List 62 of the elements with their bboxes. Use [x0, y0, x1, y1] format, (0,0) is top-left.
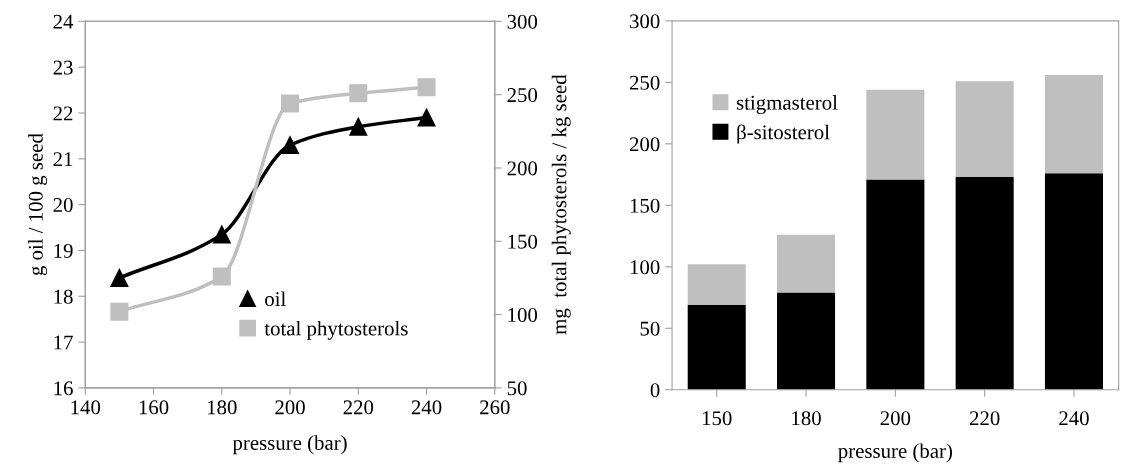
y-tick-label: 17 — [54, 335, 73, 350]
y2-tick-label: 200 — [507, 161, 538, 176]
y-tick-label: 50 — [640, 321, 660, 336]
y-tick-label: 19 — [54, 243, 73, 258]
x-axis-title: pressure (bar) — [232, 435, 347, 455]
y-tick-label: 250 — [629, 75, 660, 90]
x-tick-label: 200 — [275, 400, 305, 415]
point — [212, 225, 231, 244]
point — [212, 267, 231, 286]
bar — [866, 89, 925, 180]
y-tick-label: 21 — [53, 152, 73, 167]
bar — [955, 81, 1014, 178]
bar — [866, 179, 925, 390]
y2-axis-title: mg total phytosterols / kg seed — [551, 74, 571, 335]
x-tick-label: 180 — [792, 411, 821, 426]
x-tick-label: 160 — [139, 400, 169, 415]
legend-label: total phytosterols — [264, 320, 408, 340]
y2-tick-label: 150 — [508, 234, 538, 249]
y2-tick-label: 100 — [508, 307, 538, 323]
bar — [1044, 173, 1103, 390]
y-tick-label: 18 — [54, 289, 73, 304]
bar — [955, 177, 1014, 390]
y-tick-label: 0 — [650, 383, 660, 398]
x-tick-label: 260 — [480, 400, 510, 415]
y2-tick-label: 50 — [507, 381, 527, 396]
point — [110, 268, 129, 287]
y-axis-title: g oil / 100 g seed — [28, 133, 48, 276]
x-tick-label: 140 — [71, 400, 101, 415]
y-tick-label: 20 — [53, 198, 73, 213]
bar — [687, 304, 746, 390]
bar — [687, 264, 746, 305]
bar — [777, 234, 836, 293]
y-tick-label: 24 — [53, 14, 74, 29]
y2-tick-label: 300 — [507, 14, 538, 29]
y-tick-label: 100 — [630, 260, 660, 275]
y-tick-label: 16 — [54, 381, 73, 396]
x-tick-label: 150 — [702, 411, 732, 426]
x-axis-title: pressure (bar) — [838, 443, 952, 463]
x-tick-label: 240 — [1059, 411, 1089, 426]
x-tick-label: 180 — [207, 400, 237, 415]
y-tick-label: 150 — [630, 198, 660, 213]
x-tick-label: 240 — [411, 400, 442, 415]
y-tick-label: 22 — [53, 106, 73, 121]
y-tick-label: 200 — [629, 137, 660, 152]
bar — [777, 292, 836, 390]
legend-label: oil — [265, 291, 286, 307]
x-tick-label: 220 — [969, 411, 1000, 426]
point — [349, 84, 368, 103]
y2-tick-label: 250 — [507, 88, 538, 103]
x-tick-label: 200 — [880, 411, 911, 426]
point — [110, 302, 129, 321]
point — [281, 136, 300, 155]
bar — [1044, 74, 1103, 174]
point — [349, 117, 368, 136]
y-tick-label: 300 — [630, 14, 660, 29]
point — [281, 94, 300, 113]
x-tick-label: 220 — [343, 400, 374, 415]
legend-label: β-sitosterol — [737, 124, 830, 144]
point — [417, 78, 436, 97]
point — [417, 108, 436, 127]
legend-label: stigmasterol — [736, 95, 838, 115]
y-tick-label: 23 — [53, 60, 73, 75]
